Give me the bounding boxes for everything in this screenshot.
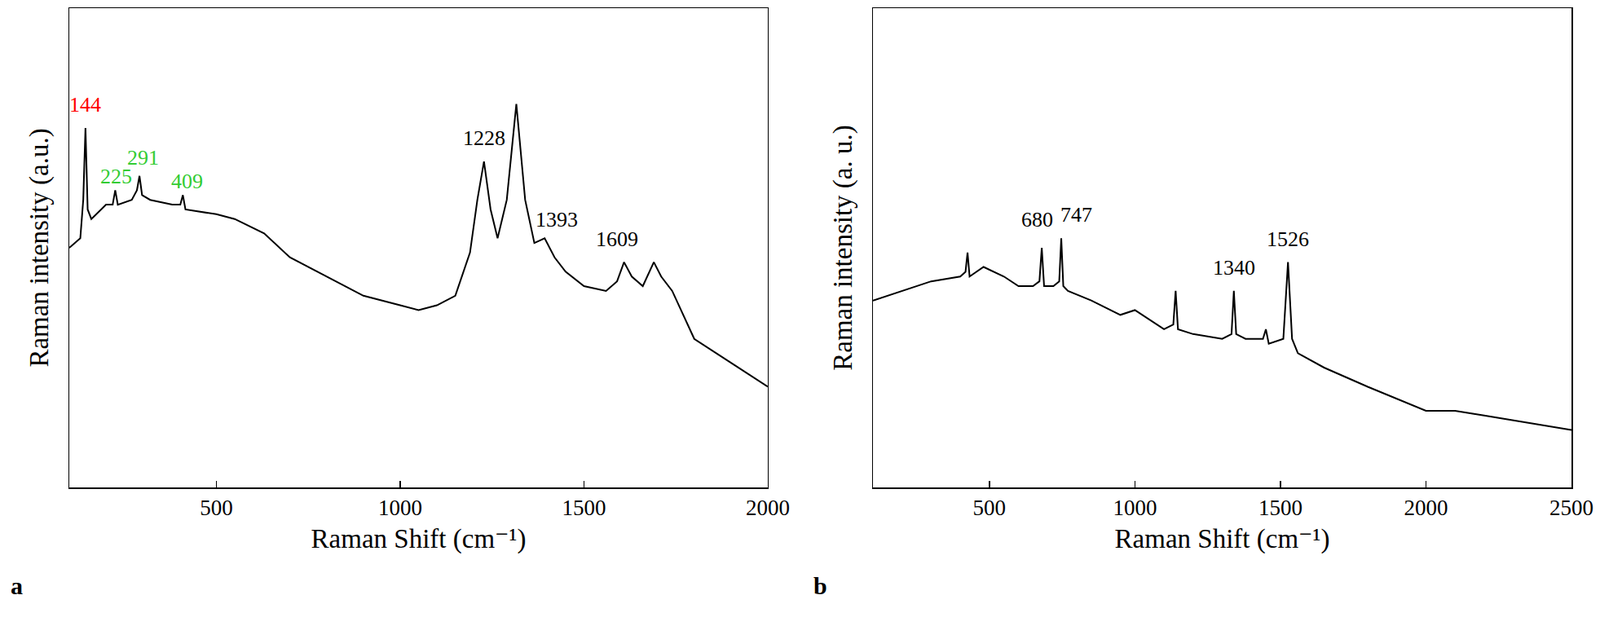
svg-text:b: b [813, 572, 828, 600]
svg-text:Raman Shift (cm⁻¹): Raman Shift (cm⁻¹) [1115, 524, 1331, 555]
svg-text:1393: 1393 [535, 207, 578, 232]
svg-text:291: 291 [127, 145, 159, 170]
svg-text:Raman intensity (a. u.): Raman intensity (a. u.) [828, 124, 859, 371]
svg-text:144: 144 [69, 92, 102, 117]
svg-text:1609: 1609 [595, 227, 639, 252]
svg-text:2000: 2000 [1403, 495, 1448, 521]
svg-text:1340: 1340 [1212, 255, 1256, 280]
svg-text:Raman intensity (a.u.): Raman intensity (a.u.) [24, 127, 55, 367]
svg-text:1526: 1526 [1266, 227, 1310, 252]
svg-text:1000: 1000 [1112, 495, 1157, 521]
svg-text:747: 747 [1060, 202, 1093, 227]
svg-text:1228: 1228 [462, 126, 506, 150]
svg-text:Raman Shift (cm⁻¹): Raman Shift (cm⁻¹) [311, 524, 527, 555]
svg-text:a: a [10, 572, 23, 600]
svg-text:680: 680 [1021, 207, 1054, 232]
svg-text:2000: 2000 [745, 495, 790, 521]
svg-text:2500: 2500 [1549, 495, 1594, 521]
svg-text:409: 409 [171, 169, 203, 194]
svg-text:1000: 1000 [378, 495, 423, 521]
svg-text:225: 225 [100, 164, 133, 189]
svg-text:1500: 1500 [1258, 495, 1303, 521]
svg-text:500: 500 [199, 495, 234, 521]
svg-text:500: 500 [973, 495, 1007, 521]
svg-text:1500: 1500 [561, 495, 606, 521]
